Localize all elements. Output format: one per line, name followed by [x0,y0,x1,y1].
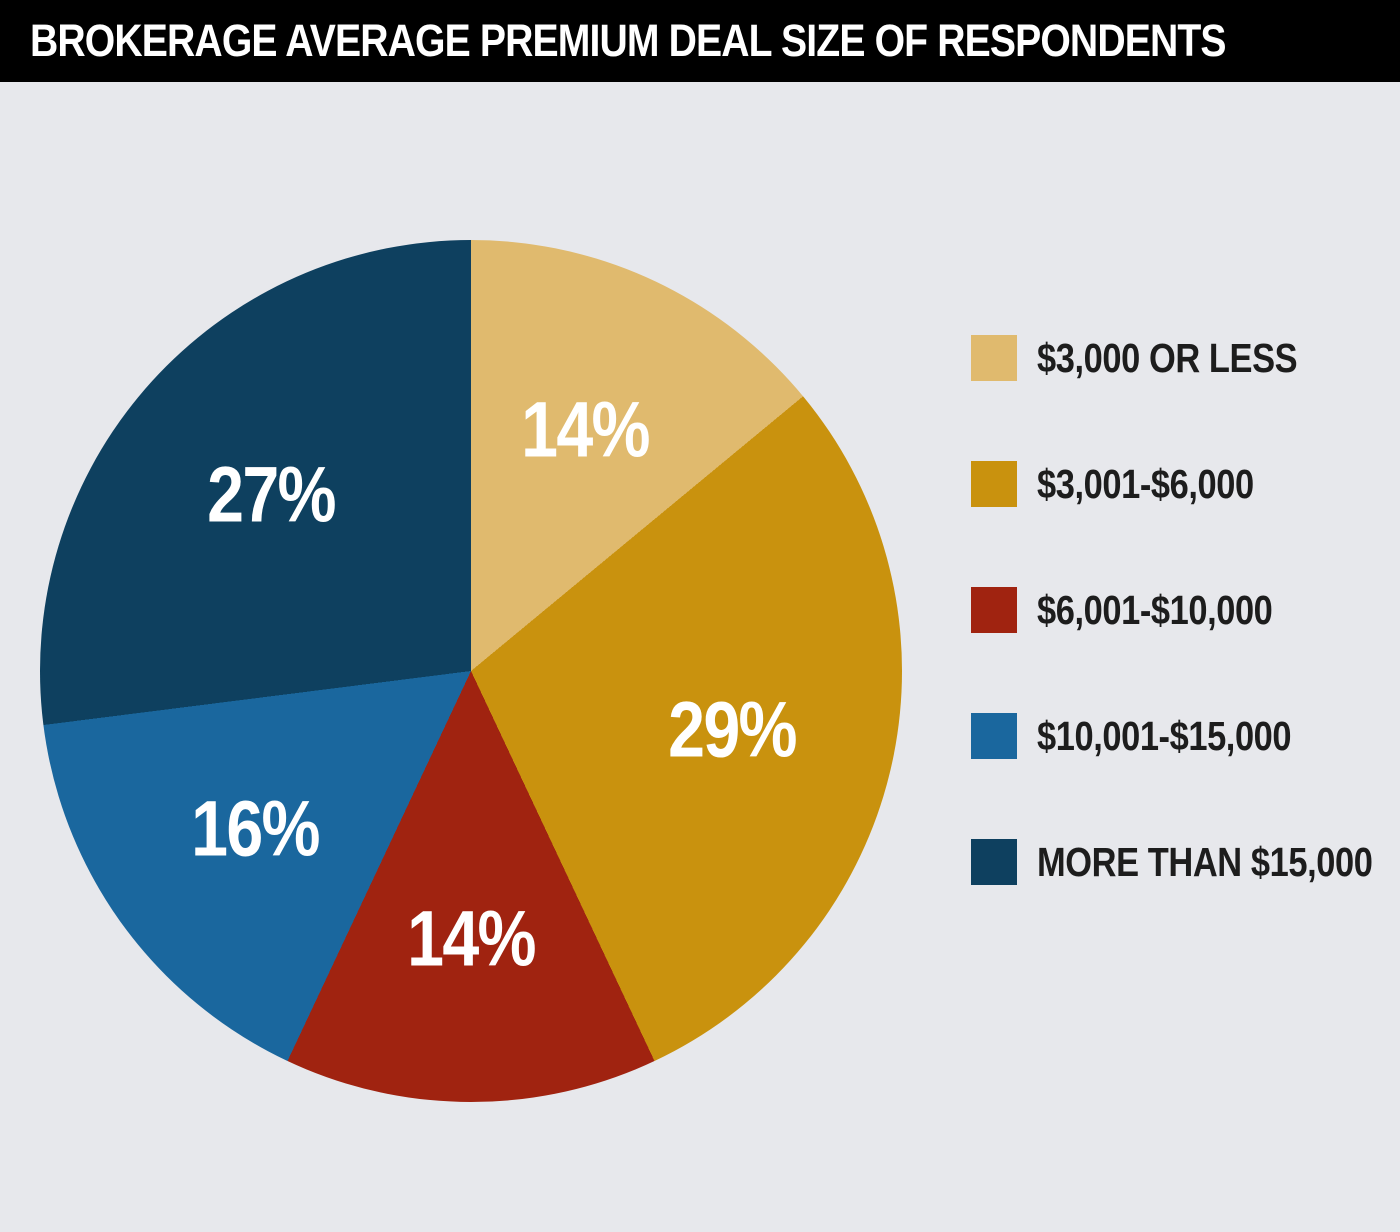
pie-slice-label: 16% [190,783,320,873]
legend-label: $3,000 OR LESS [1037,334,1298,381]
legend-label: MORE THAN $15,000 [1037,838,1373,885]
legend-swatch [971,461,1017,507]
chart-title: BROKERAGE AVERAGE PREMIUM DEAL SIZE OF R… [30,15,1227,66]
pie-slice-label: 14% [407,893,536,983]
legend-swatch [971,587,1017,633]
title-bar: BROKERAGE AVERAGE PREMIUM DEAL SIZE OF R… [0,0,1400,82]
legend-swatch [971,839,1017,885]
legend-swatch [971,713,1017,759]
legend-item: MORE THAN $15,000 [971,839,1400,885]
chart-area: 14% 29% 14% 16% 27% $3,000 OR LESS $3,001-$6… [0,82,1400,1232]
legend-label: $10,001-$15,000 [1037,712,1292,759]
legend-label: $3,001-$6,000 [1037,460,1254,507]
pie-chart: 14% 29% 14% 16% 27% [40,240,902,1102]
pie-slice-label: 27% [206,449,336,539]
legend-item: $3,001-$6,000 [971,461,1400,507]
pie-slice-label: 14% [520,384,650,474]
pie-slice-label: 29% [667,684,797,774]
legend-item: $10,001-$15,000 [971,713,1400,759]
legend-swatch [971,335,1017,381]
legend-item: $6,001-$10,000 [971,587,1400,633]
legend: $3,000 OR LESS $3,001-$6,000 $6,001-$10,… [971,335,1400,885]
legend-label: $6,001-$10,000 [1037,586,1273,633]
legend-item: $3,000 OR LESS [971,335,1400,381]
